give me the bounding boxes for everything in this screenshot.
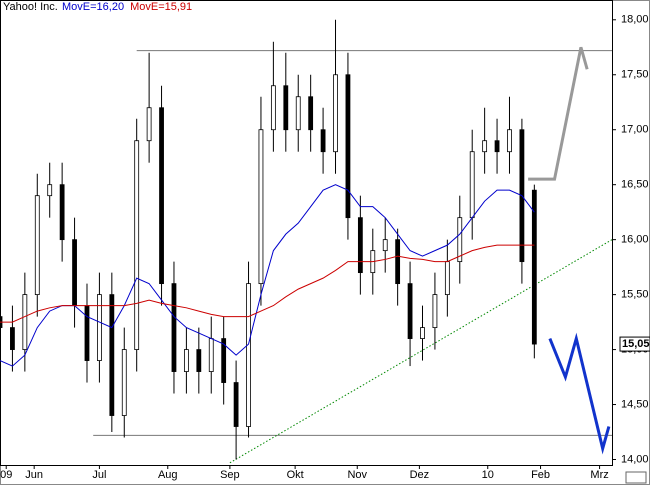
candle-body — [246, 283, 251, 427]
drawing-line — [229, 239, 613, 464]
candle-body — [432, 294, 438, 328]
y-tick-label: 16,50 — [621, 179, 649, 191]
x-tick-label: Feb — [531, 469, 550, 481]
candle-body — [395, 239, 401, 285]
y-tick-label: 17,00 — [621, 124, 649, 136]
x-tick-label: Nov — [347, 469, 367, 481]
candle-body — [221, 338, 227, 383]
y-tick-label: 14,00 — [621, 453, 649, 465]
candle-body — [283, 85, 289, 131]
candle-body — [494, 140, 500, 153]
x-tick-label: Sep — [220, 469, 240, 481]
candle-body — [420, 327, 425, 339]
x-tick-label: Jun — [25, 469, 43, 481]
candle-body — [109, 294, 115, 416]
y-tick-label: 18,00 — [621, 14, 649, 26]
candle-body — [146, 107, 152, 142]
drawing-line — [528, 46, 589, 181]
chart-title: Yahoo! Inc. — [3, 1, 58, 13]
candle-body — [183, 349, 189, 372]
last-price-box — [619, 336, 650, 352]
candle-body — [469, 151, 475, 219]
candle-body — [171, 283, 177, 372]
candle-body — [34, 195, 40, 296]
moving-average — [0, 244, 535, 323]
candle-body — [47, 184, 53, 197]
candle-body — [121, 349, 127, 416]
candle-body — [457, 217, 463, 263]
candle-body — [482, 140, 488, 153]
x-tick-label: 10 — [482, 469, 494, 481]
candle-body — [84, 305, 90, 361]
candle-body — [72, 239, 77, 307]
x-tick-label: Aug — [158, 469, 178, 481]
candle-body — [407, 283, 413, 339]
candle-body — [196, 349, 202, 372]
y-tick-label: 14,50 — [621, 398, 649, 410]
candle-body — [531, 189, 537, 345]
candle-body — [345, 74, 351, 219]
corner-icon — [625, 471, 647, 484]
last-price-label: 15,05 — [622, 338, 650, 350]
candle-body — [295, 96, 301, 131]
candle-body — [22, 294, 28, 350]
drawing-line — [548, 332, 611, 455]
candle-body — [444, 261, 450, 296]
candle-body — [10, 327, 15, 350]
candle-body — [159, 107, 164, 285]
candle-body — [308, 96, 314, 131]
x-tick-label: Dez — [410, 469, 430, 481]
legend-entry: MovE=16,20 — [62, 1, 124, 13]
candle-body — [333, 74, 338, 153]
candle-body — [382, 239, 388, 252]
candle-body — [320, 129, 326, 153]
y-tick-label: 16,00 — [621, 234, 649, 246]
candle-body — [59, 184, 65, 241]
legend-entry: MovE=15,91 — [130, 1, 192, 13]
candle-body — [258, 129, 264, 285]
candle-body — [507, 129, 512, 153]
candle-body — [270, 85, 276, 131]
candle-body — [97, 294, 102, 361]
y-tick-label: 17,50 — [621, 69, 649, 81]
candle-body — [134, 140, 140, 350]
x-tick-label: Mrz — [590, 469, 608, 481]
plot-area — [0, 0, 613, 466]
candle-body — [208, 338, 214, 372]
moving-average — [0, 184, 535, 367]
x-tick-label: Jul — [92, 469, 106, 481]
y-tick-label: 15,50 — [621, 289, 649, 301]
x-tick-label: Okt — [287, 469, 304, 481]
candle-body — [233, 382, 239, 427]
candle-body — [357, 217, 363, 274]
x-tick-label: 09 — [0, 469, 12, 481]
